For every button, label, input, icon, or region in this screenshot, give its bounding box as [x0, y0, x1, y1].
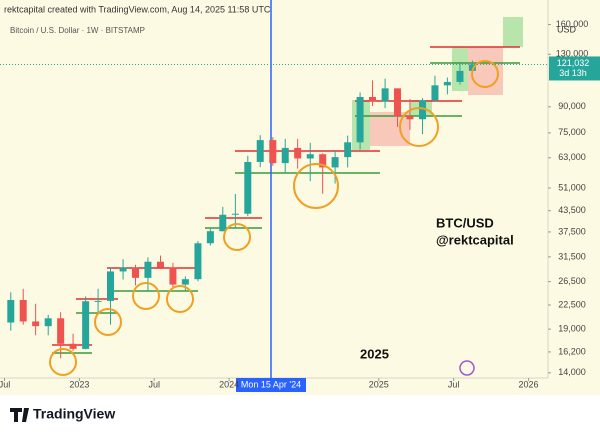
- candle-body: [331, 157, 339, 168]
- x-tick-label: 2023: [69, 379, 89, 389]
- candle-body: [369, 96, 377, 102]
- candle-body: [19, 299, 27, 322]
- y-tick-label: 26,500: [558, 276, 586, 286]
- replay-icon: [459, 360, 475, 376]
- candle-body: [57, 318, 65, 344]
- candle-body: [431, 85, 439, 101]
- annotation-text: @rektcapital: [436, 232, 514, 247]
- candle-body: [94, 300, 102, 302]
- header-text: rektcapital created with TradingView.com…: [4, 4, 271, 14]
- y-tick-label: 37,500: [558, 226, 586, 236]
- highlight-circles: [49, 60, 499, 376]
- candle-body: [406, 116, 414, 120]
- y-tick-label: 16,200: [558, 346, 586, 356]
- candle-body: [7, 299, 15, 323]
- y-tick-label: 90,000: [558, 101, 586, 111]
- y-tick-label: 43,500: [558, 205, 586, 215]
- candle-body: [456, 70, 464, 82]
- y-tick-label: 19,000: [558, 324, 586, 334]
- candle-body: [344, 142, 352, 158]
- annotation-text: BTC/USD: [436, 215, 494, 230]
- candle-body: [144, 261, 152, 278]
- candle-body: [206, 231, 214, 244]
- candle-body: [132, 267, 140, 278]
- y-tick-label: 63,000: [558, 152, 586, 162]
- highlight-circle: [132, 282, 160, 310]
- currency-label: USD: [557, 24, 577, 34]
- highlight-circle: [49, 348, 77, 376]
- candle-body: [194, 243, 202, 280]
- candle-body: [381, 88, 389, 102]
- y-tick-label: 31,500: [558, 251, 586, 261]
- footer-logo: TradingView: [33, 406, 115, 422]
- y-tick-label: 160,000: [556, 19, 589, 29]
- candle-body: [306, 154, 314, 159]
- plot-area: [7, 60, 476, 359]
- candle-body: [181, 279, 189, 285]
- candle-body: [269, 140, 277, 164]
- candle-body: [157, 261, 165, 268]
- candle-body: [256, 140, 264, 162]
- highlight-circle: [399, 107, 439, 147]
- last-price-label: 121,032: [557, 58, 590, 68]
- candle-body: [69, 343, 77, 349]
- candle-body: [244, 161, 252, 214]
- annotation-text: 2025: [360, 346, 389, 361]
- candle-body: [468, 64, 476, 71]
- chart-title: Bitcoin / U.S. Dollar · 1W · BITSTAMP: [10, 26, 145, 35]
- logo-icon: [10, 408, 29, 422]
- highlight-circle: [94, 308, 122, 336]
- candle-body: [119, 267, 127, 272]
- y-tick-label: 51,000: [558, 182, 586, 192]
- footer-background: [0, 395, 600, 434]
- x-tick-label: Jul: [148, 379, 160, 389]
- highlight-circle: [223, 223, 251, 251]
- candle-body: [319, 154, 327, 168]
- candle-body: [281, 147, 289, 164]
- green-zone: [503, 17, 523, 47]
- x-tick-label: 2026: [519, 379, 539, 389]
- candle-body: [443, 81, 451, 86]
- candle-body: [356, 96, 364, 143]
- highlight-circle: [166, 285, 194, 313]
- candle-body: [219, 214, 227, 232]
- candle-body: [44, 318, 52, 327]
- x-tick-label: 2024: [219, 379, 239, 389]
- y-tick-label: 75,000: [558, 127, 586, 137]
- x-tick-label: 2025: [369, 379, 389, 389]
- highlight-circle: [293, 163, 339, 209]
- red-zone: [370, 112, 410, 146]
- x-tick-label: Jul: [0, 379, 10, 389]
- x-tick-label: Jul: [448, 379, 460, 389]
- crosshair-label: Mon 15 Apr '24: [241, 379, 301, 389]
- crosshair-label-box: [236, 378, 306, 392]
- candle-body: [394, 88, 402, 117]
- chart-background: [0, 0, 600, 395]
- highlight-circle: [471, 60, 499, 88]
- y-tick-label: 22,500: [558, 299, 586, 309]
- candle-body: [32, 321, 40, 327]
- candle-body: [294, 147, 302, 159]
- candle-body: [419, 100, 427, 120]
- candle-body: [231, 213, 239, 215]
- candle-body: [82, 301, 90, 349]
- last-price-box: [549, 56, 600, 81]
- candle-body: [106, 271, 114, 301]
- y-tick-label: 130,000: [556, 49, 589, 59]
- countdown-label: 3d 13h: [559, 68, 587, 78]
- candle-body: [169, 267, 177, 285]
- y-tick-label: 14,000: [558, 367, 586, 377]
